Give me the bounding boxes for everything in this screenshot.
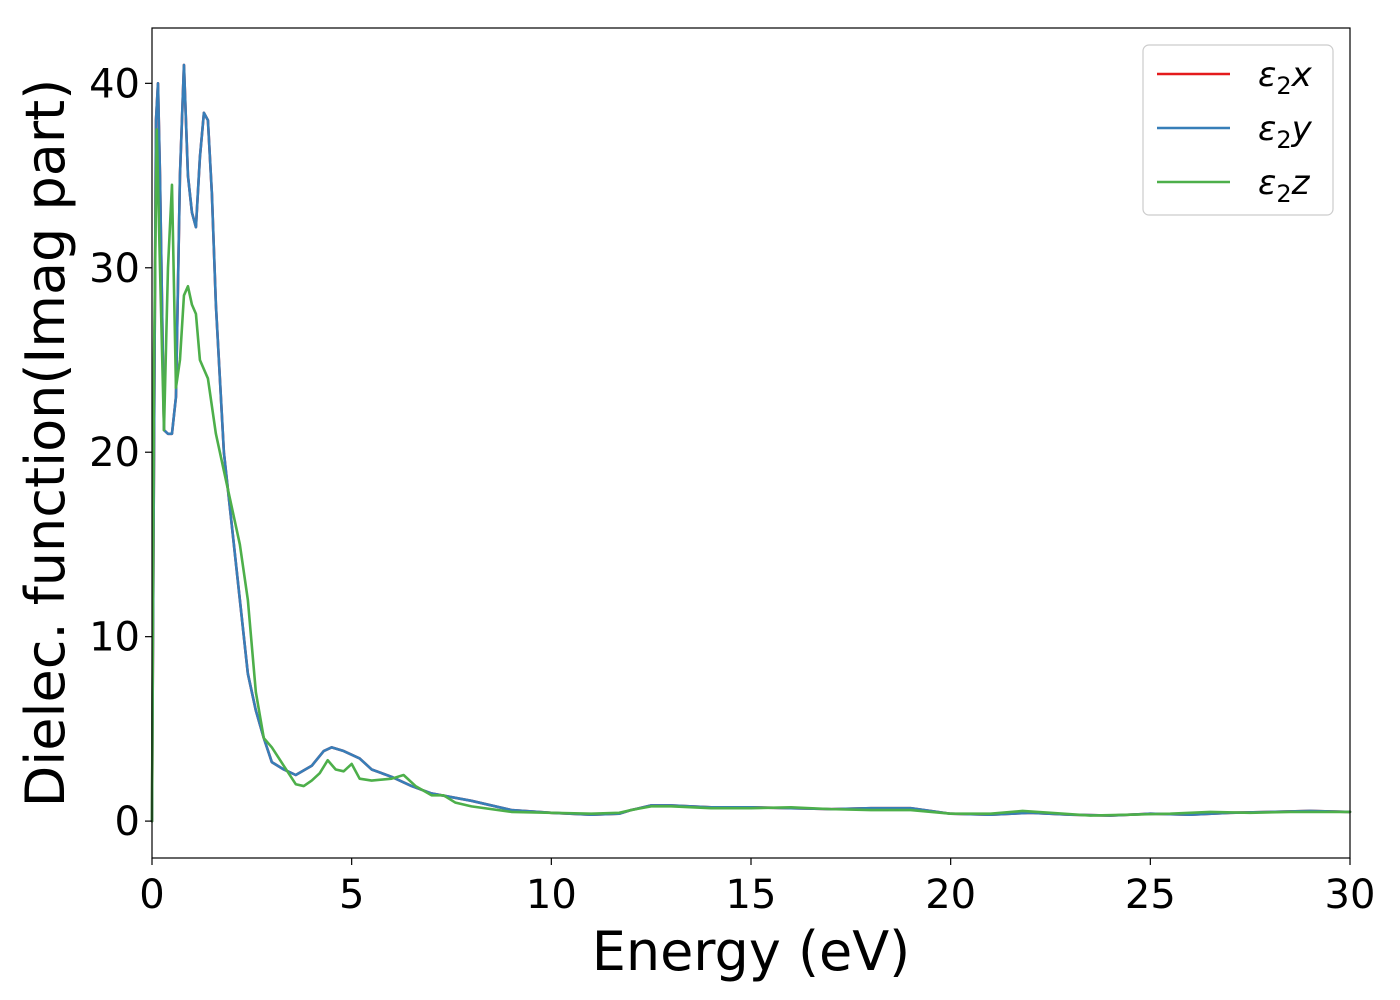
y-tick-label: 40	[89, 61, 140, 107]
x-tick-label: 10	[526, 872, 577, 918]
x-tick-label: 15	[726, 872, 777, 918]
legend-label-x: ε2x	[1258, 55, 1313, 100]
y-tick-label: 20	[89, 430, 140, 476]
legend: ε2x ε2y ε2z	[1142, 44, 1334, 216]
x-tick-label: 20	[925, 872, 976, 918]
x-axis-label: Energy (eV)	[592, 920, 911, 983]
x-tick-label: 0	[139, 872, 164, 918]
y-axis-label: Dielec. function(Imag part)	[14, 79, 77, 808]
x-tick-label: 30	[1325, 872, 1376, 918]
y-tick-label: 30	[89, 246, 140, 292]
y-tick-label: 10	[89, 615, 140, 661]
x-tick-label: 5	[339, 872, 364, 918]
x-tick-label: 25	[1125, 872, 1176, 918]
x-axis-ticks: 0 5 10 15 20 25 30	[139, 858, 1375, 918]
legend-label-y: ε2y	[1258, 109, 1313, 154]
series-layer	[150, 63, 1352, 823]
legend-box	[1142, 44, 1334, 216]
series-line-z	[150, 128, 1352, 823]
y-axis-ticks: 0 10 20 30 40	[89, 61, 152, 845]
legend-label-z: ε2z	[1258, 163, 1311, 208]
y-tick-label: 0	[115, 799, 140, 845]
